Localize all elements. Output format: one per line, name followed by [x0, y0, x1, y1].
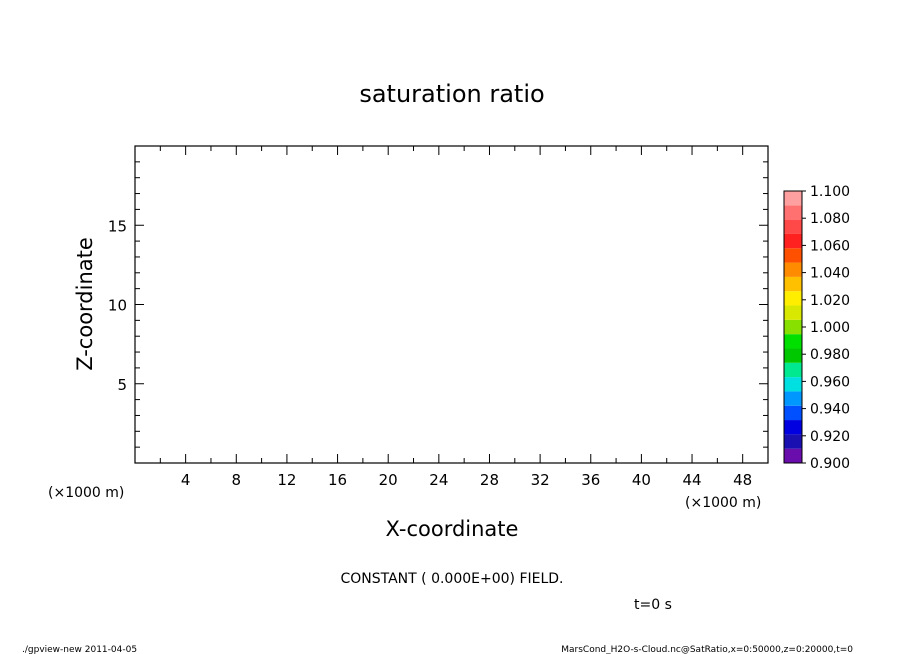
colorbar-swatch — [784, 191, 802, 206]
colorbar-swatch — [784, 219, 802, 234]
x-tick-label: 48 — [733, 471, 752, 489]
x-tick-label: 36 — [581, 471, 600, 489]
colorbar-swatch — [784, 248, 802, 263]
colorbar-swatch — [784, 319, 802, 335]
colorbar-swatch — [784, 305, 802, 320]
colorbar-label: 1.000 — [810, 320, 850, 336]
colorbar-label: 1.040 — [810, 266, 850, 282]
x-tick-label: 28 — [480, 471, 499, 489]
chart-title: saturation ratio — [359, 80, 544, 108]
x-ticks: 4 8 12 16 20 24 28 32 36 40 44 48 — [159, 146, 752, 489]
colorbar-swatch — [784, 205, 802, 220]
colorbar-label: 0.980 — [810, 347, 850, 363]
x-tick-label: 24 — [429, 471, 448, 489]
y-tick-label: 5 — [117, 376, 127, 394]
x-tick-label: 8 — [232, 471, 242, 489]
colorbar-swatch — [784, 262, 802, 277]
x-tick-label: 32 — [531, 471, 550, 489]
colorbar-label: 1.020 — [810, 293, 850, 309]
colorbar-swatch — [784, 233, 802, 249]
y-ticks: 5 10 15 — [108, 161, 768, 448]
colorbar-swatch — [784, 362, 802, 378]
x-tick-label: 20 — [379, 471, 398, 489]
colorbar-swatch — [784, 334, 802, 349]
x-unit-label: (×1000 m) — [685, 495, 761, 511]
colorbar-label: 0.900 — [810, 456, 850, 472]
colorbar-swatch — [784, 391, 802, 406]
y-unit-label: (×1000 m) — [48, 485, 124, 501]
y-axis-label: Z-coordinate — [73, 237, 97, 371]
colorbar-label: 0.920 — [810, 429, 850, 445]
x-tick-label: 12 — [277, 471, 296, 489]
footer-right: MarsCond_H2O-s-Cloud.nc@SatRatio,x=0:500… — [561, 645, 853, 654]
colorbar-swatch — [784, 434, 802, 449]
colorbar-swatch — [784, 291, 802, 306]
colorbar-swatch — [784, 276, 802, 292]
plot-area — [134, 145, 769, 464]
colorbar-swatch — [784, 348, 802, 363]
x-tick-label: 40 — [632, 471, 651, 489]
y-tick-label: 10 — [108, 297, 127, 315]
colorbar-label: 0.940 — [810, 402, 850, 418]
x-tick-label: 16 — [328, 471, 347, 489]
colorbar-label: 1.080 — [810, 211, 850, 227]
colorbar-swatch — [784, 405, 802, 421]
y-tick-label: 15 — [108, 217, 127, 235]
x-tick-label: 44 — [682, 471, 701, 489]
colorbar-label: 1.060 — [810, 238, 850, 254]
colorbar-label: 0.960 — [810, 374, 850, 390]
footer-left: ./gpview-new 2011-04-05 — [22, 645, 137, 654]
time-label: t=0 s — [634, 597, 672, 613]
colorbar-swatch — [784, 377, 802, 392]
colorbar-swatch — [784, 448, 802, 463]
x-tick-label: 4 — [181, 471, 191, 489]
colorbar: 0.900 0.920 0.940 0.960 0.980 1.000 1.020 1.040… — [783, 184, 850, 472]
x-axis-label: X-coordinate — [386, 517, 519, 541]
colorbar-label: 1.100 — [810, 184, 850, 200]
field-message: CONSTANT ( 0.000E+00) FIELD. — [340, 571, 563, 587]
colorbar-swatch — [784, 420, 802, 435]
